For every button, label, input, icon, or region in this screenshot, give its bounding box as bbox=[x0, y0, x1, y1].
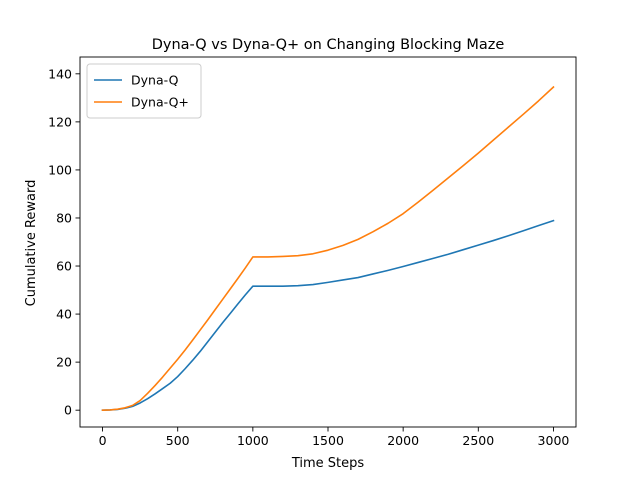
y-tick-label: 140 bbox=[48, 66, 72, 81]
legend-box bbox=[86, 63, 202, 119]
plot-area bbox=[80, 57, 576, 427]
series-line-1 bbox=[101, 219, 555, 412]
x-tick-label: 3000 bbox=[538, 433, 570, 448]
y-tick-label: 60 bbox=[56, 259, 72, 274]
x-tick-label: 500 bbox=[166, 433, 190, 448]
y-tick-label: 100 bbox=[48, 162, 72, 177]
plot-background bbox=[80, 57, 576, 427]
y-tick-label: 20 bbox=[56, 355, 72, 370]
series-line-2 bbox=[101, 85, 555, 412]
legend-label-2: Dyna-Q+ bbox=[131, 95, 189, 110]
y-axis-label: Cumulative Reward bbox=[24, 180, 39, 307]
x-tick-label: 2500 bbox=[462, 433, 494, 448]
legend: Dyna-Q Dyna-Q+ bbox=[86, 63, 202, 119]
legend-label-1: Dyna-Q bbox=[131, 73, 179, 88]
x-axis-label: Time Steps bbox=[291, 456, 365, 471]
x-tick-label: 2000 bbox=[387, 433, 419, 448]
x-tick-label: 1000 bbox=[237, 433, 269, 448]
y-tick-label: 80 bbox=[56, 210, 72, 225]
axes-layer: 0 500 1000 1500 2000 2500 3000 0 20 40 60 80 100 120 1… bbox=[48, 56, 577, 448]
series-layer bbox=[101, 85, 555, 412]
x-tick-label: 1500 bbox=[312, 433, 344, 448]
y-tick-label: 40 bbox=[56, 307, 72, 322]
y-tick-label: 120 bbox=[48, 114, 72, 129]
chart-title: Dyna-Q vs Dyna-Q+ on Changing Blocking M… bbox=[152, 37, 505, 53]
x-tick-label: 0 bbox=[99, 433, 107, 448]
y-tick-label: 0 bbox=[64, 403, 72, 418]
